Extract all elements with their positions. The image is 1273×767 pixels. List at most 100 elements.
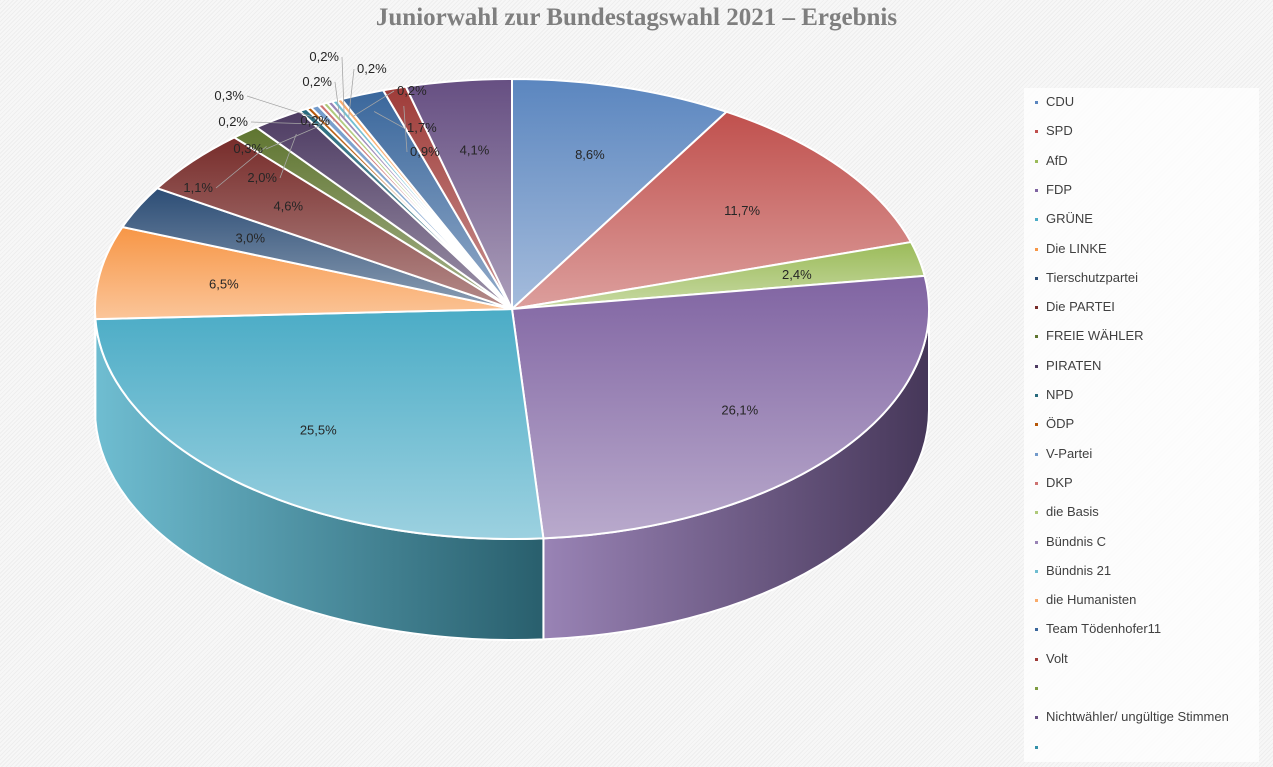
legend-item-spd: SPD — [1024, 121, 1073, 141]
chart-title: Juniorwahl zur Bundestagswahl 2021 – Erg… — [375, 4, 898, 31]
leader-line — [215, 146, 267, 189]
data-label-team-toedenhofer11: 1,7% — [407, 120, 437, 135]
legend-label: CDU — [1046, 94, 1075, 109]
leader-line — [265, 125, 320, 150]
data-label-die-humanisten: 0,2% — [397, 83, 427, 98]
leader-line — [403, 105, 408, 153]
legend-swatch — [1035, 188, 1038, 192]
legend-swatch — [1035, 394, 1038, 398]
legend-label: Team Tödenhofer11 — [1046, 621, 1162, 637]
pie-slice-gruene — [94, 308, 545, 540]
legend-swatch — [1035, 218, 1038, 222]
legend-item-die-linke: Die LINKE — [1024, 239, 1107, 259]
legend-item-series-22 — [1024, 737, 1046, 757]
pie-slice-spd — [511, 110, 912, 310]
legend-label: Bündnis C — [1046, 533, 1106, 549]
legend-label: FREIE WÄHLER — [1046, 328, 1144, 344]
leader-line — [348, 68, 355, 118]
legend-item-team-toedenhofer11: Team Tödenhofer11 — [1024, 619, 1161, 639]
legend: CDU SPD AfD FDP GRÜNE Die LINKE Tierschutzpart… — [1024, 88, 1259, 762]
legend-swatch — [1035, 569, 1038, 573]
legend-label: GRÜNE — [1046, 211, 1093, 227]
data-label-volt: 0,9% — [410, 144, 440, 159]
data-label-die-basis: 0,2% — [302, 74, 332, 89]
legend-label: DKP — [1046, 474, 1073, 490]
legend-item-gruene: GRÜNE — [1024, 209, 1093, 229]
legend-label: Die LINKE — [1046, 240, 1107, 256]
data-label-spd: 11,7% — [724, 203, 760, 218]
legend-label: AfD — [1046, 152, 1068, 168]
data-label-tierschutzpartei: 3,0% — [235, 231, 265, 246]
legend-swatch — [1035, 599, 1038, 603]
pie-slices — [94, 78, 930, 540]
legend-label: Bündnis 21 — [1046, 562, 1112, 578]
legend-label: Die PARTEI — [1046, 299, 1115, 315]
legend-swatch — [1035, 657, 1038, 661]
data-label-npd: 0,3% — [233, 141, 263, 156]
legend-label: Nichtwähler/ ungültige Stimmen — [1046, 709, 1229, 725]
data-label-buendnis-21: 0,2% — [357, 61, 387, 76]
pie-slice-fdp — [511, 274, 930, 540]
legend-swatch — [1035, 687, 1038, 691]
leader-lines — [215, 56, 408, 189]
legend-swatch — [1035, 335, 1038, 339]
legend-item-dkp: DKP — [1024, 473, 1073, 493]
legend-label: NPD — [1046, 387, 1074, 402]
legend-item-die-basis: die Basis — [1024, 502, 1099, 522]
leader-line — [246, 95, 331, 124]
data-label-die-partei: 4,6% — [273, 199, 303, 214]
legend-item-fdp: FDP — [1024, 180, 1072, 200]
legend-swatch — [1035, 628, 1038, 632]
legend-swatch — [1035, 247, 1038, 251]
legend-item-nichtwaehler-ungueltige-stimmen: Nichtwähler/ ungültige Stimmen — [1024, 707, 1229, 727]
legend-item-cdu: CDU — [1024, 92, 1074, 112]
legend-item-die-partei: Die PARTEI — [1024, 297, 1115, 317]
leader-line — [341, 56, 345, 119]
legend-swatch — [1035, 745, 1038, 749]
leader-line — [334, 81, 341, 120]
leader-line — [352, 90, 395, 117]
legend-item-buendnis-21: Bündnis 21 — [1024, 561, 1111, 581]
data-labels: 8,6% 11,7% 2,4% 26,1% 25,5% 6,5% 3,0% 4,6% 1,1% 2… — [183, 49, 812, 437]
legend-label: V-Partei — [1046, 445, 1093, 461]
legend-item-freie-waehler: FREIE WÄHLER — [1024, 326, 1144, 346]
pie-slice-cdu — [511, 78, 728, 310]
pie-slice-die-linke — [94, 226, 513, 321]
data-label-cdu: 8,6% — [575, 147, 605, 162]
data-label-nichtwaehler-ungueltige-stimmen: 4,1% — [460, 142, 490, 157]
legend-label: ÖDP — [1046, 416, 1075, 432]
legend-item-series-20 — [1024, 678, 1046, 698]
legend-item-oedp: ÖDP — [1024, 414, 1074, 434]
legend-item-piraten: PIRATEN — [1024, 356, 1101, 376]
legend-swatch — [1035, 130, 1038, 134]
data-label-gruene: 25,5% — [300, 422, 337, 437]
pie-slice-nichtwaehler-ungueltige-stimmen — [404, 78, 513, 310]
legend-item-v-partei: V-Partei — [1024, 444, 1092, 464]
legend-swatch — [1035, 364, 1038, 368]
legend-swatch — [1035, 540, 1038, 544]
legend-swatch — [1035, 452, 1038, 456]
legend-swatch — [1035, 511, 1038, 515]
legend-swatch — [1035, 159, 1038, 163]
legend-item-buendnis-c: Bündnis C — [1024, 532, 1106, 552]
legend-swatch — [1035, 276, 1038, 280]
data-label-v-partei: 0,3% — [214, 88, 244, 103]
legend-label: Tierschutzpartei — [1046, 269, 1138, 285]
data-label-die-linke: 6,5% — [209, 276, 239, 291]
legend-swatch — [1035, 481, 1038, 485]
legend-label: die Humanisten — [1046, 592, 1137, 608]
legend-item-tierschutzpartei: Tierschutzpartei — [1024, 268, 1138, 288]
legend-item-volt: Volt — [1024, 649, 1068, 669]
legend-label: FDP — [1046, 181, 1072, 197]
legend-swatch — [1035, 716, 1038, 720]
data-label-piraten: 2,0% — [247, 170, 277, 185]
legend-label: Volt — [1046, 650, 1068, 666]
legend-label: PIRATEN — [1046, 357, 1102, 373]
legend-item-afd: AfD — [1024, 151, 1068, 171]
legend-swatch — [1035, 101, 1038, 105]
legend-item-npd: NPD — [1024, 385, 1073, 405]
data-label-buendnis-c: 0,2% — [309, 49, 339, 64]
leader-line — [279, 133, 297, 179]
data-label-fdp: 26,1% — [721, 403, 758, 418]
